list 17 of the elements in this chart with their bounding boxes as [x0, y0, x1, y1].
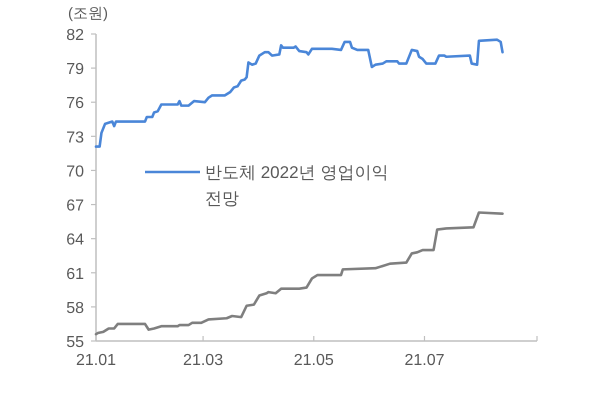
y-tick-label: 76	[66, 95, 84, 112]
x-tick-label: 21.07	[404, 352, 445, 369]
legend-label: 반도체 2022년 영업이익 전망	[205, 163, 388, 208]
y-tick-label: 73	[66, 129, 84, 146]
y-tick-label: 79	[66, 61, 84, 78]
y-tick-label: 61	[66, 266, 84, 283]
y-tick-label: 55	[66, 334, 84, 351]
y-tick-label: 70	[66, 163, 84, 180]
y-tick-label: 64	[66, 232, 84, 249]
y-tick-label: 82	[66, 27, 84, 44]
x-tick-label: 21.01	[76, 352, 116, 369]
y-axis-title: (조원)	[68, 5, 108, 22]
legend: 반도체 2022년 영업이익 전망	[145, 163, 388, 208]
x-tick-label: 21.05	[294, 352, 334, 369]
x-tick-label: 21.03	[183, 352, 224, 369]
y-tick-label: 58	[66, 300, 84, 317]
y-tick-label: 67	[66, 198, 84, 215]
